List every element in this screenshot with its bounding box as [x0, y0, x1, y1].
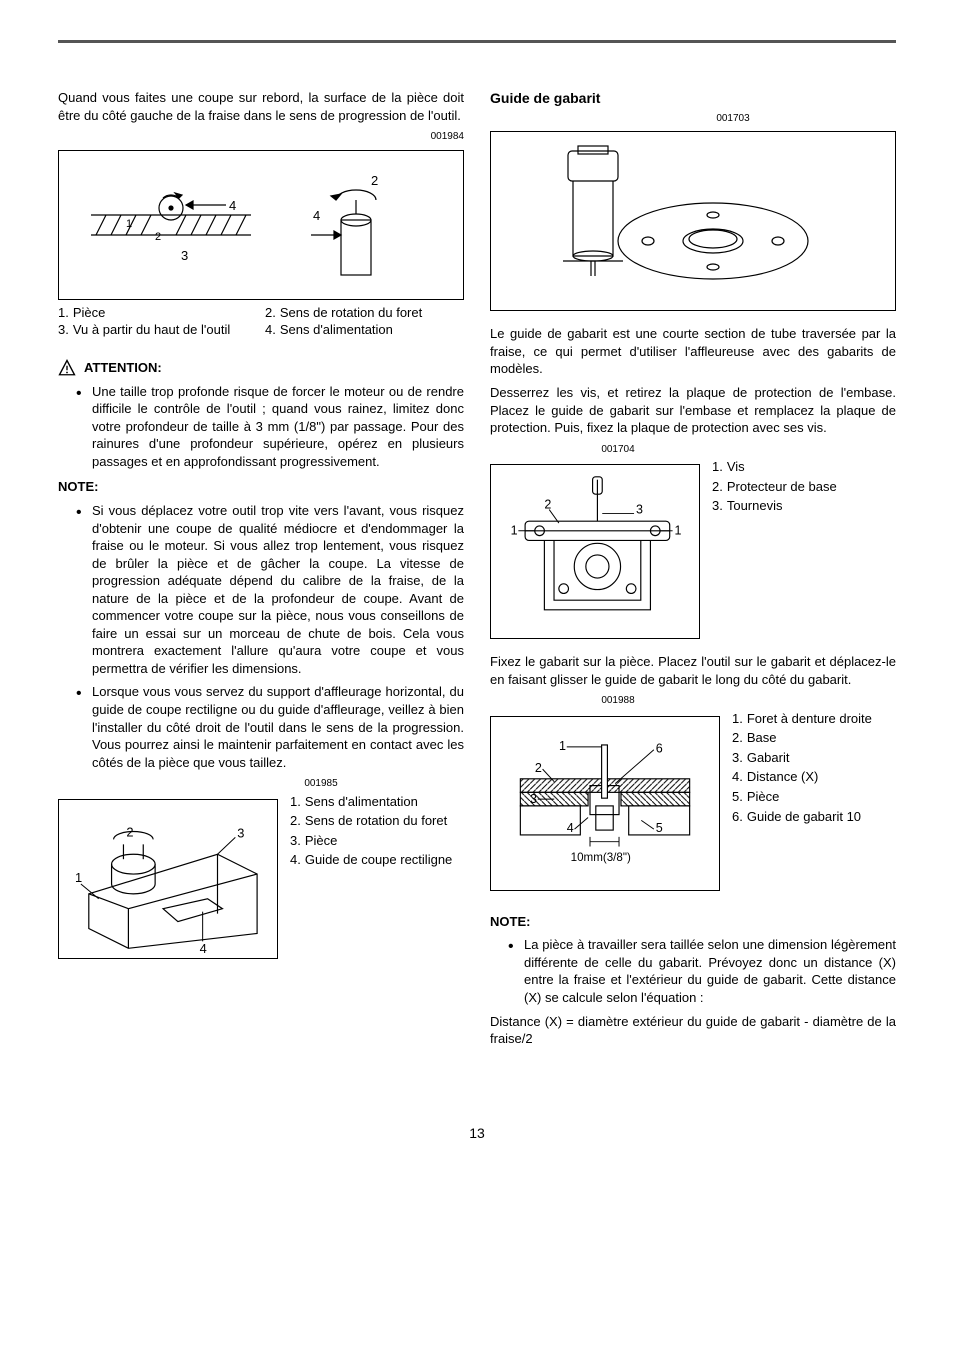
legend-item: 2.Sens de rotation du foret: [265, 304, 464, 322]
legend-item: 3.Pièce: [290, 832, 452, 850]
note-bullet: Si vous déplacez votre outil trop vite v…: [92, 502, 464, 677]
legend-item: 4.Distance (X): [732, 768, 872, 786]
legend-item: 2.Sens de rotation du foret: [290, 812, 452, 830]
svg-text:3: 3: [181, 248, 188, 263]
fig4-legend: 1.Vis 2.Protecteur de base 3.Tournevis: [712, 458, 837, 517]
paragraph: Le guide de gabarit est une courte secti…: [490, 325, 896, 378]
two-column-layout: Quand vous faites une coupe sur rebord, …: [58, 89, 896, 1054]
svg-text:3: 3: [530, 792, 537, 806]
section-title: Guide de gabarit: [490, 89, 896, 108]
figure-number: 001704: [490, 443, 896, 457]
attention-label: ATTENTION:: [84, 359, 162, 377]
figure-1: 1 2 3 4 2 4: [58, 150, 464, 300]
note-heading: NOTE:: [58, 478, 464, 496]
fig5-legend: 1.Foret à denture droite 2.Base 3.Gabari…: [732, 710, 872, 827]
intro-paragraph: Quand vous faites une coupe sur rebord, …: [58, 89, 464, 124]
figure-4-row: 2 3 1 1 1.Vis 2.Protecteur de base 3.Tou…: [490, 458, 896, 643]
fig5-dimension: 10mm(3/8"): [571, 851, 631, 864]
svg-text:2: 2: [155, 231, 161, 243]
svg-text:2: 2: [126, 824, 133, 839]
note-list: La pièce à travailler sera taillée selon…: [490, 936, 896, 1006]
svg-text:4: 4: [229, 198, 236, 213]
legend-item: 3.Tournevis: [712, 497, 837, 515]
svg-text:4: 4: [313, 208, 320, 223]
figure-number: 001703: [490, 112, 896, 126]
fig1-svg: 1 2 3 4 2 4: [81, 160, 441, 290]
legend-item: 2.Protecteur de base: [712, 478, 837, 496]
fig2-legend: 1.Sens d'alimentation 2.Sens de rotation…: [290, 793, 452, 871]
legend-item: 1.Foret à denture droite: [732, 710, 872, 728]
svg-text:2: 2: [535, 761, 542, 775]
legend-item: 3.Gabarit: [732, 749, 872, 767]
figure-2-row: 1 2 3 4 1.Sens d'alimentation 2.Sens de …: [58, 793, 464, 963]
figure-3: [490, 131, 896, 311]
legend-item: 1.Pièce: [58, 304, 257, 322]
right-column: Guide de gabarit 001703: [490, 89, 896, 1054]
fig4-svg: 2 3 1 1: [501, 472, 689, 632]
page-number: 13: [58, 1124, 896, 1143]
svg-text:6: 6: [656, 742, 663, 756]
legend-item: 2.Base: [732, 729, 872, 747]
attention-heading: ATTENTION:: [58, 359, 464, 377]
svg-text:3: 3: [237, 825, 244, 840]
paragraph: Fixez le gabarit sur la pièce. Placez l'…: [490, 653, 896, 688]
svg-text:2: 2: [371, 173, 378, 188]
legend-item: 5.Pièce: [732, 788, 872, 806]
figure-5-row: 1 2 3 4 5 6 10mm(3/8") 1.Foret à denture…: [490, 710, 896, 895]
legend-item: 1.Sens d'alimentation: [290, 793, 452, 811]
svg-text:3: 3: [636, 502, 643, 516]
figure-number: 001984: [58, 130, 464, 144]
svg-text:4: 4: [567, 821, 574, 835]
left-column: Quand vous faites une coupe sur rebord, …: [58, 89, 464, 1054]
attention-list: Une taille trop profonde risque de force…: [58, 383, 464, 471]
note-bullet: Lorsque vous vous servez du support d'af…: [92, 683, 464, 771]
legend-item: 1.Vis: [712, 458, 837, 476]
svg-text:5: 5: [656, 821, 663, 835]
legend-item: 3.Vu à partir du haut de l'outil: [58, 321, 257, 339]
figure-5: 1 2 3 4 5 6 10mm(3/8"): [490, 716, 720, 891]
figure-number: 001988: [490, 694, 896, 708]
svg-text:1: 1: [675, 523, 682, 537]
fig2-svg: 1 2 3 4: [69, 804, 267, 954]
svg-text:1: 1: [75, 870, 82, 885]
figure-number: 001985: [58, 777, 464, 791]
note-bullet: La pièce à travailler sera taillée selon…: [524, 936, 896, 1006]
attention-bullet: Une taille trop profonde risque de force…: [92, 383, 464, 471]
svg-text:1: 1: [511, 523, 518, 537]
svg-text:1: 1: [126, 218, 132, 230]
top-rule: [58, 40, 896, 43]
fig1-legend: 1.Pièce 2.Sens de rotation du foret 3.Vu…: [58, 304, 464, 339]
paragraph: Desserrez les vis, et retirez la plaque …: [490, 384, 896, 437]
warning-icon: [58, 359, 76, 377]
legend-item: 6.Guide de gabarit 10: [732, 808, 872, 826]
fig3-svg: [543, 141, 843, 301]
svg-text:4: 4: [200, 941, 207, 954]
svg-text:1: 1: [559, 739, 566, 753]
figure-4: 2 3 1 1: [490, 464, 700, 639]
figure-2: 1 2 3 4: [58, 799, 278, 959]
svg-text:2: 2: [544, 497, 551, 511]
legend-item: 4.Guide de coupe rectiligne: [290, 851, 452, 869]
note-heading: NOTE:: [490, 913, 896, 931]
equation: Distance (X) = diamètre extérieur du gui…: [490, 1013, 896, 1048]
legend-item: 4.Sens d'alimentation: [265, 321, 464, 339]
note-list: Si vous déplacez votre outil trop vite v…: [58, 502, 464, 771]
fig5-svg: 1 2 3 4 5 6 10mm(3/8"): [501, 723, 709, 883]
